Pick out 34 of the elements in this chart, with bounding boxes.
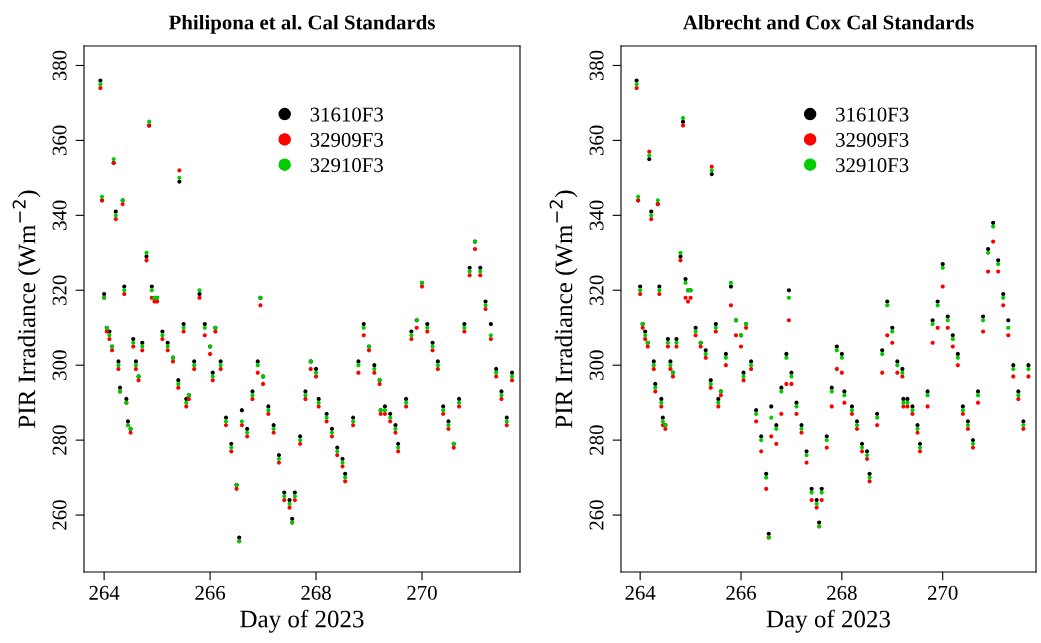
x-tick-label: 268 <box>827 585 857 600</box>
x-axis-title: Day of 2023 <box>766 609 891 633</box>
x-axis-title: Day of 2023 <box>240 609 364 633</box>
x-tick-label: 270 <box>928 585 958 600</box>
x-tick-label: 268 <box>301 585 331 600</box>
y-tick-label: 320 <box>52 275 67 305</box>
y-tick-label: 300 <box>589 350 604 380</box>
x-tick-label: 270 <box>407 585 437 600</box>
y-tick-label: 380 <box>52 50 67 81</box>
y-tick-label: 260 <box>52 500 67 530</box>
y-tick-label: 280 <box>52 425 67 455</box>
y-tick-label: 340 <box>52 200 67 230</box>
y-tick-label: 380 <box>589 50 604 81</box>
legend-label: 32910F3 <box>836 158 909 173</box>
y-tick-label: 340 <box>589 200 604 230</box>
x-tick-label: 264 <box>89 585 120 600</box>
x-tick-label: 266 <box>195 585 226 600</box>
y-axis-title: PIR Irradiance (Wm$^{−2}$) <box>549 190 578 428</box>
x-tick-label: 264 <box>625 585 656 600</box>
y-tick-label: 360 <box>52 125 67 156</box>
x-tick-label: 266 <box>726 585 757 600</box>
y-tick-label: 260 <box>589 500 604 530</box>
y-axis-title: PIR Irradiance (Wm$^{−2}$) <box>12 190 41 428</box>
chart-title: Philipona et al. Cal Standards <box>168 14 435 34</box>
chart-title: Albrecht and Cox Cal Standards <box>683 14 974 30</box>
legend-label: 31610F3 <box>310 107 383 122</box>
y-tick-label: 360 <box>589 125 604 156</box>
legend-label: 31610F3 <box>836 107 909 122</box>
y-tick-label: 320 <box>589 275 604 305</box>
y-tick-label: 300 <box>52 350 67 380</box>
legend-label: 32910F3 <box>310 158 383 173</box>
legend-label: 32909F3 <box>310 132 383 147</box>
legend-label: 32909F3 <box>836 132 909 147</box>
y-tick-label: 280 <box>589 425 604 455</box>
